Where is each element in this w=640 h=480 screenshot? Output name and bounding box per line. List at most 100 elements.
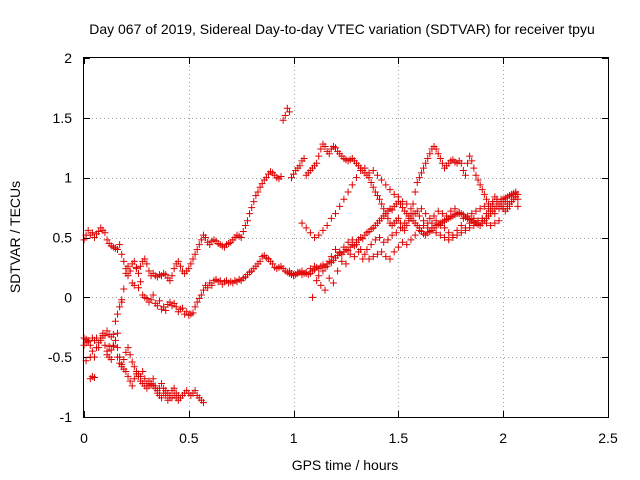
- data-point: [482, 210, 490, 218]
- data-point: [411, 210, 419, 218]
- data-point: [118, 250, 126, 258]
- data-point: [250, 198, 258, 206]
- data-point: [296, 162, 304, 170]
- data-point: [359, 255, 367, 263]
- data-point: [415, 212, 423, 220]
- data-point: [369, 166, 377, 174]
- x-tick-label: 0: [80, 430, 88, 446]
- data-point: [170, 384, 178, 392]
- data-point: [382, 253, 390, 261]
- data-point: [109, 341, 117, 349]
- data-point: [114, 245, 122, 253]
- data-point: [88, 347, 96, 355]
- data-point: [478, 186, 486, 194]
- data-point: [185, 265, 193, 273]
- data-point: [99, 332, 107, 340]
- data-point: [141, 375, 149, 383]
- data-point: [208, 281, 216, 289]
- data-point: [114, 344, 122, 352]
- data-point: [344, 238, 352, 246]
- data-point: [206, 241, 214, 249]
- data-point: [401, 226, 409, 234]
- data-point: [155, 297, 163, 305]
- data-point: [361, 250, 369, 258]
- data-point: [90, 234, 98, 241]
- data-point: [162, 271, 170, 279]
- data-point: [126, 267, 134, 275]
- data-point: [464, 159, 472, 167]
- data-point: [495, 217, 503, 225]
- data-point: [388, 231, 396, 239]
- data-point: [346, 250, 354, 258]
- data-point: [90, 374, 98, 382]
- data-point: [489, 200, 497, 208]
- data-point: [95, 339, 103, 347]
- data-point: [93, 344, 101, 352]
- data-point: [386, 255, 394, 263]
- data-point: [199, 286, 207, 294]
- data-point: [319, 267, 327, 275]
- data-point: [239, 228, 247, 236]
- data-point: [105, 353, 113, 361]
- data-point: [472, 171, 480, 179]
- data-point: [485, 205, 493, 213]
- data-point: [382, 210, 390, 218]
- data-point: [120, 257, 128, 265]
- data-point: [319, 226, 327, 234]
- data-point: [256, 183, 264, 191]
- data-point: [424, 155, 432, 163]
- y-tick-label: 0: [64, 289, 72, 305]
- axis-ticks: [84, 58, 609, 418]
- data-point: [348, 236, 356, 244]
- data-point: [158, 394, 166, 402]
- data-point: [130, 375, 138, 383]
- data-point: [495, 205, 503, 213]
- data-point: [166, 394, 174, 402]
- data-point: [378, 176, 386, 184]
- data-point: [424, 219, 432, 227]
- data-point: [153, 389, 161, 397]
- data-point: [162, 391, 170, 399]
- data-point: [141, 255, 149, 263]
- data-point: [151, 382, 159, 390]
- data-point: [321, 286, 329, 294]
- data-point: [191, 387, 199, 395]
- data-point: [344, 247, 352, 255]
- data-point: [315, 152, 323, 160]
- data-point: [480, 202, 488, 210]
- data-point: [298, 219, 306, 227]
- data-point: [432, 229, 440, 237]
- data-point: [468, 157, 476, 165]
- data-point: [399, 238, 407, 246]
- data-point: [306, 229, 314, 237]
- data-point: [501, 198, 509, 206]
- data-point: [202, 234, 210, 241]
- data-point: [470, 214, 478, 222]
- data-point: [396, 224, 404, 232]
- data-point: [394, 193, 402, 201]
- data-point: [193, 245, 201, 253]
- data-point: [168, 272, 176, 280]
- data-point: [158, 379, 166, 387]
- data-point: [120, 356, 128, 364]
- data-point: [367, 178, 375, 186]
- data-point: [445, 236, 453, 244]
- data-point: [101, 229, 109, 237]
- data-point: [332, 144, 340, 152]
- grid-lines: [84, 58, 608, 417]
- chart-title: Day 067 of 2019, Sidereal Day-to-day VTE…: [89, 21, 595, 37]
- data-point: [114, 310, 122, 318]
- data-point: [434, 150, 442, 158]
- data-point: [84, 336, 92, 344]
- data-point: [457, 222, 465, 230]
- data-point: [472, 207, 480, 215]
- data-point: [390, 190, 398, 198]
- data-point: [380, 205, 388, 213]
- data-point: [262, 174, 270, 182]
- data-point: [290, 170, 298, 178]
- data-point: [134, 284, 142, 292]
- data-point: [116, 303, 124, 311]
- data-point: [466, 224, 474, 232]
- data-point: [399, 204, 407, 212]
- data-point: [248, 204, 256, 212]
